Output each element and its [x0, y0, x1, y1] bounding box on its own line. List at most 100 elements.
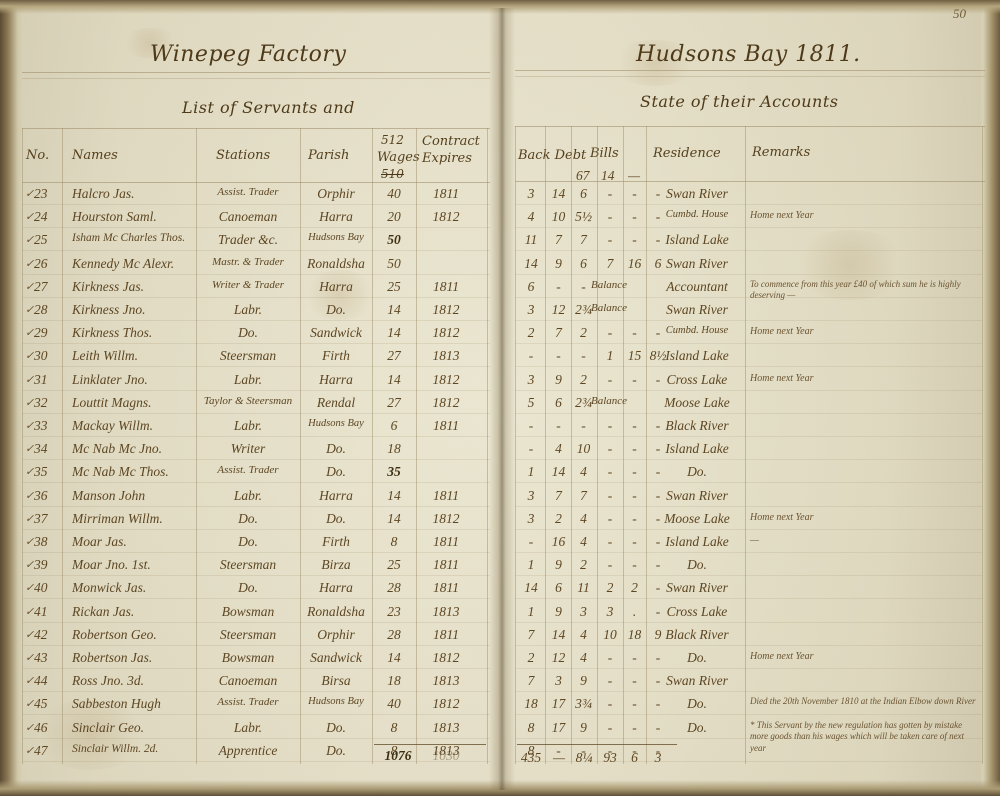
- row-rule: [515, 204, 982, 205]
- row-rule: [515, 737, 982, 739]
- row-backdebt-pence: -: [581, 418, 586, 433]
- row-rule: [22, 575, 490, 577]
- row-name: Mackay Willm.: [72, 418, 153, 433]
- row-bills-pence: -: [655, 418, 661, 433]
- col-header-expires: Expires: [422, 151, 472, 166]
- row-bills-pounds: -: [607, 534, 613, 549]
- row-parish: Firth: [322, 348, 350, 364]
- row-bills-pence: -: [655, 557, 661, 573]
- row-backdebt-pounds: 7: [527, 626, 535, 642]
- col-header-contract: Contract: [422, 134, 480, 149]
- row-number: 23: [34, 186, 48, 201]
- row-number: 41: [34, 603, 48, 619]
- row-backdebt-pounds: 11: [524, 232, 538, 248]
- row-wages: 50: [387, 255, 401, 271]
- row-parish: Harra: [319, 580, 353, 596]
- row-backdebt-shillings: 3: [555, 673, 562, 689]
- row-residence: Cross Lake: [666, 603, 728, 619]
- row-bills-pounds: 2: [606, 580, 614, 596]
- row-residence: Do.: [687, 557, 707, 573]
- row-bills-shillings: -: [632, 534, 637, 549]
- row-residence: Island Lake: [665, 534, 729, 549]
- row-station: Canoeman: [218, 209, 278, 225]
- row-backdebt-pounds: 5: [527, 394, 535, 410]
- row-check-tick: ✓: [25, 350, 35, 363]
- row-backdebt-pence: 3¾: [575, 696, 592, 712]
- row-wages: 14: [387, 487, 401, 503]
- row-bills-shillings: .: [632, 603, 637, 619]
- row-rule: [515, 575, 982, 577]
- row-rule: [515, 528, 982, 530]
- row-parish: Rendal: [316, 394, 356, 410]
- row-bills-pence: -: [655, 603, 661, 619]
- row-backdebt-pounds: 7: [527, 673, 535, 689]
- row-number: 38: [34, 534, 48, 549]
- row-backdebt-pence: 4: [580, 534, 587, 549]
- row-parish: Do.: [326, 464, 346, 480]
- row-backdebt-pence: 7: [580, 232, 587, 248]
- total-wages: 1076: [384, 748, 412, 763]
- row-station: Taylor & Steersman: [203, 394, 293, 407]
- row-station: Bowsman: [221, 650, 275, 665]
- row-number: 45: [34, 696, 48, 712]
- row-rule: [515, 250, 982, 252]
- row-bills-pence: 9: [654, 626, 662, 642]
- row-rule: [515, 714, 982, 716]
- row-parish: Harra: [319, 487, 353, 503]
- row-backdebt-shillings: 4: [555, 441, 562, 457]
- row-check-tick: ✓: [25, 721, 35, 734]
- row-station: Labr.: [233, 418, 263, 433]
- row-backdebt-shillings: -: [556, 742, 561, 758]
- row-bills-pence: -: [655, 464, 661, 480]
- row-backdebt-shillings: 7: [555, 487, 562, 503]
- row-expires: 1812: [432, 696, 460, 712]
- row-check-tick: ✓: [25, 466, 35, 479]
- row-rule: [22, 528, 490, 530]
- row-expires: 1811: [433, 278, 459, 294]
- row-backdebt-pounds: 8: [527, 742, 535, 758]
- total-bills-pounds: 93: [603, 750, 617, 765]
- row-station: Steersman: [219, 626, 277, 642]
- row-rule: [515, 505, 982, 507]
- row-parish: Orphir: [317, 186, 355, 201]
- row-rule: [22, 459, 490, 461]
- row-check-tick: ✓: [25, 304, 35, 316]
- row-check-tick: ✓: [25, 211, 35, 224]
- row-station: Assist. Trader: [217, 464, 279, 477]
- row-bills-pence: -: [655, 534, 661, 549]
- row-rule: [515, 227, 982, 229]
- row-bills-pence: 6: [654, 255, 662, 271]
- row-number: 39: [34, 557, 48, 573]
- row-rule: [515, 621, 982, 623]
- row-residence: Accountant: [666, 278, 728, 294]
- row-expires: 1812: [432, 650, 460, 665]
- wages-note-top: 512: [381, 133, 404, 147]
- row-number: 43: [34, 650, 48, 665]
- row-residence: Black River: [665, 626, 729, 642]
- row-check-tick: ✓: [25, 234, 35, 247]
- row-wages: 6: [390, 418, 398, 433]
- row-rule: [515, 598, 982, 600]
- col-header-bills: Bills: [590, 146, 619, 161]
- row-number: 31: [34, 371, 48, 387]
- row-bills-pounds: -: [607, 371, 613, 387]
- row-number: 30: [34, 348, 48, 364]
- row-backdebt-pence: 5½: [575, 209, 592, 225]
- row-bills-pounds: -: [607, 557, 613, 573]
- row-check-tick: ✓: [25, 652, 35, 664]
- book-gutter: [489, 8, 515, 790]
- row-rule: [22, 389, 490, 391]
- row-bills-pounds: -: [607, 487, 613, 503]
- row-remark: Home next Year: [750, 326, 814, 338]
- row-name: Mc Nab Mc Jno.: [72, 441, 162, 457]
- row-check-tick: ✓: [25, 698, 35, 711]
- col-header-residence: Residence: [653, 146, 721, 161]
- total-bd-pounds: 435: [520, 750, 542, 765]
- row-check-tick: ✓: [25, 257, 35, 270]
- row-bills-pence: -: [655, 580, 661, 596]
- row-expires: 1812: [432, 371, 460, 387]
- row-remark: Home next Year: [750, 651, 814, 662]
- row-name: Ross Jno. 3d.: [72, 673, 144, 689]
- col-header-remarks: Remarks: [752, 145, 811, 160]
- row-backdebt-shillings: 7: [555, 232, 562, 248]
